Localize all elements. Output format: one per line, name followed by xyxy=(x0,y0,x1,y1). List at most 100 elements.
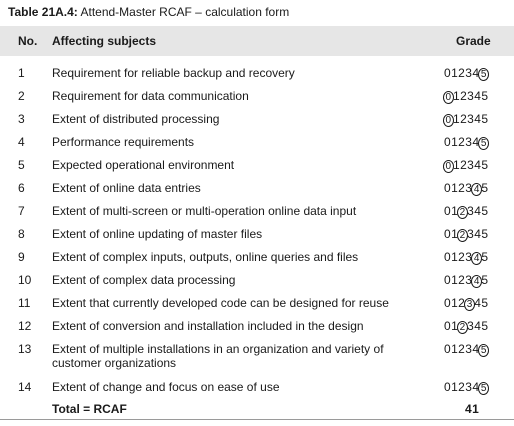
table-body: 1 Requirement for reliable backup and rec… xyxy=(0,56,514,420)
grade-option: 1 xyxy=(451,296,459,310)
table-title: Attend-Master RCAF – calculation form xyxy=(80,5,290,19)
grade-option: 1 xyxy=(451,66,459,80)
grade-option: 2 xyxy=(460,89,468,103)
grade-option: 1 xyxy=(451,250,459,264)
grade-option: 5 xyxy=(481,158,489,172)
grade-option: 4 xyxy=(474,319,482,333)
grade-option-selected: 2 xyxy=(457,206,469,219)
grade-option-selected: 2 xyxy=(457,229,469,242)
table-row: 9 Extent of complex inputs, outputs, onli… xyxy=(0,240,514,265)
grade-option: 2 xyxy=(458,342,466,356)
grade-option-selected: 0 xyxy=(443,91,454,104)
total-row: Total = RCAF 41 xyxy=(0,393,514,420)
table-label: Table 21A.4: xyxy=(8,5,78,19)
grade-option: 2 xyxy=(458,250,466,264)
table-row: 2 Requirement for data communication 0 1234… xyxy=(0,79,514,104)
row-subject: Expected operational environment xyxy=(52,158,235,172)
grade-option: 3 xyxy=(467,204,475,218)
grade-option: 3 xyxy=(465,66,473,80)
row-number: 14 xyxy=(18,380,32,394)
row-number: 11 xyxy=(18,296,31,310)
grade-option: 0 xyxy=(444,135,452,149)
grade-option: 4 xyxy=(474,204,482,218)
row-subject: Extent of conversion and installation in… xyxy=(52,319,364,333)
table-row: 4 Performance requirements 01234 5 xyxy=(0,125,514,150)
grade-option: 1 xyxy=(451,342,459,356)
grade-option: 3 xyxy=(467,158,475,172)
row-subject: Extent of multiple installations in an o… xyxy=(52,342,384,370)
grade-option: 4 xyxy=(474,296,482,310)
row-number: 4 xyxy=(18,135,25,149)
grade-option: 3 xyxy=(465,181,473,195)
header-grade: Grade xyxy=(456,34,491,48)
grade-option: 4 xyxy=(474,227,482,241)
grade-option: 1 xyxy=(451,227,459,241)
row-subject: Requirement for reliable backup and reco… xyxy=(52,66,295,80)
grade-option: 5 xyxy=(481,112,489,126)
row-number: 6 xyxy=(18,181,25,195)
row-number: 2 xyxy=(18,89,25,103)
grade-option: 5 xyxy=(481,296,489,310)
grade-option: 2 xyxy=(460,112,468,126)
grade-option: 1 xyxy=(451,204,459,218)
row-subject: Extent of complex data processing xyxy=(52,273,236,287)
grade-option: 3 xyxy=(465,380,473,394)
table-header: No. Affecting subjects Grade xyxy=(0,26,514,56)
grade-option: 2 xyxy=(458,135,466,149)
grade-option-selected: 4 xyxy=(471,183,483,196)
grade-option: 0 xyxy=(444,66,452,80)
grade-option: 5 xyxy=(481,181,489,195)
grade-option: 5 xyxy=(481,250,489,264)
table-row: 10 Extent of complex data processing 0123 4… xyxy=(0,263,514,288)
grade-option: 5 xyxy=(481,89,489,103)
grade-option: 3 xyxy=(467,227,475,241)
grade-option-selected: 4 xyxy=(471,252,483,265)
grade-option: 1 xyxy=(451,181,459,195)
grade-option-selected: 0 xyxy=(443,114,454,127)
grade-option: 3 xyxy=(467,319,475,333)
table-row: 5 Expected operational environment 0 12345 xyxy=(0,148,514,173)
total-value: 41 xyxy=(465,402,480,416)
row-subject: Extent of distributed processing xyxy=(52,112,220,126)
grade-option: 3 xyxy=(465,342,473,356)
grade-option: 1 xyxy=(453,89,461,103)
grade-option-selected: 4 xyxy=(471,275,483,288)
grade-option: 1 xyxy=(453,158,461,172)
grade-option: 5 xyxy=(481,273,489,287)
table-row: 7 Extent of multi-screen or multi-operati… xyxy=(0,194,514,219)
grade-option: 3 xyxy=(465,250,473,264)
table-row: 11 Extent that currently developed code c… xyxy=(0,286,514,311)
grade-option: 4 xyxy=(472,66,480,80)
table-row: 6 Extent of online data entries 0123 4 5 xyxy=(0,171,514,196)
grade-option: 4 xyxy=(472,342,480,356)
grade-option: 5 xyxy=(481,204,489,218)
header-no: No. xyxy=(18,34,38,48)
header-subject: Affecting subjects xyxy=(52,34,157,48)
row-subject: Extent of multi-screen or multi-operatio… xyxy=(52,204,357,218)
total-label: Total = RCAF xyxy=(52,402,127,416)
grade-option: 0 xyxy=(444,181,452,195)
grade-option: 3 xyxy=(465,273,473,287)
grade-option: 0 xyxy=(444,342,452,356)
row-number: 5 xyxy=(18,158,25,172)
grade-option: 0 xyxy=(444,204,452,218)
table-row: 3 Extent of distributed processing 0 12345 xyxy=(0,102,514,127)
grade-option: 3 xyxy=(467,89,475,103)
grade-option-selected: 0 xyxy=(443,160,454,173)
row-number: 8 xyxy=(18,227,25,241)
grade-option: 0 xyxy=(444,250,452,264)
table-caption: Table 21A.4: Attend-Master RCAF – calcul… xyxy=(8,4,289,20)
